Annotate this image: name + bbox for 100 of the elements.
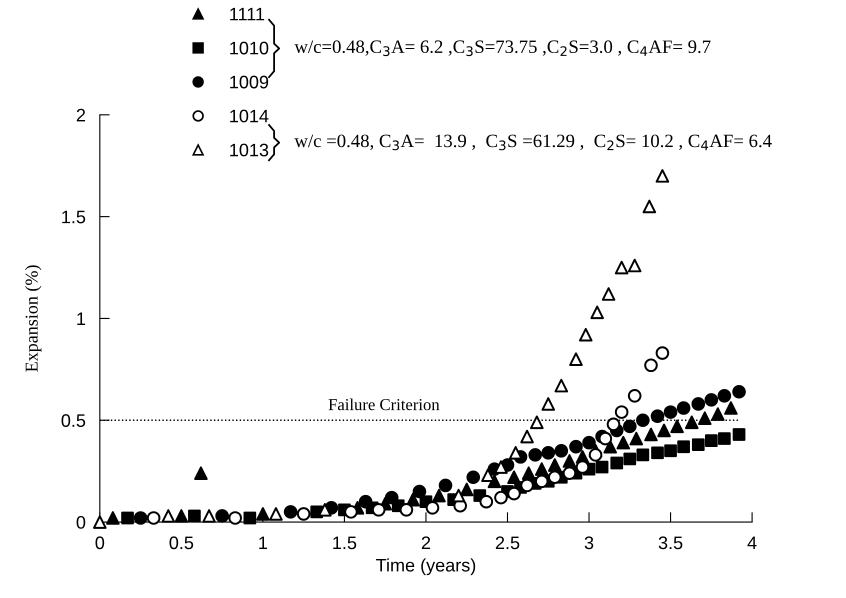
x-tick-label: 0 [96,536,104,550]
point [623,452,636,466]
point [174,509,188,523]
point [616,436,630,450]
point [228,511,242,525]
point [400,503,414,517]
x-tick-label: 2.5 [496,536,520,550]
point [194,466,208,480]
x-axis-title: Time (years) [376,558,476,576]
point [704,434,718,447]
point [606,418,620,432]
legend-label: 1014 [230,110,268,122]
point [344,505,358,519]
ref-line-label: Failure Criterion [328,398,440,410]
point [598,432,612,446]
point [256,507,270,521]
point [657,424,671,438]
point [520,430,534,444]
point [146,511,160,525]
point [582,436,596,450]
point [530,415,544,430]
point [676,401,690,415]
x-tick-label: 4 [747,536,757,550]
point [296,507,310,521]
point [664,405,678,419]
point [358,494,372,508]
point [628,389,642,403]
point [569,352,583,366]
point [644,428,658,442]
point [548,470,562,484]
point [711,407,725,421]
x-tick-label: 3 [584,536,594,550]
point [562,466,576,480]
point [412,484,426,498]
point [692,438,705,452]
x-tick-label: 3.5 [658,536,682,550]
point [636,448,650,462]
point [106,511,120,525]
point [466,470,480,484]
legend-label: 1010 [230,42,268,54]
point [603,440,618,454]
point [588,448,602,462]
y-tick-label: 2 [76,108,86,122]
point [202,509,216,523]
point [384,490,398,504]
point [670,420,684,434]
point [243,512,256,524]
point [569,440,583,454]
point [623,420,637,434]
point [724,401,738,415]
point [630,432,644,446]
point [650,409,664,423]
point [438,478,452,492]
text: w/c=0.48,C$_{3}$A= 6.2 ,C$_{3}$S=73.75 ,C$_{2}$S=3.0 , C$_{4}$AF= 9.7 [294,40,711,56]
point [704,393,718,407]
point [684,415,699,430]
point [614,405,628,419]
point [432,488,446,502]
point [718,432,731,445]
y-tick-label: 1.5 [62,210,86,224]
point [372,503,386,517]
y-tick-label: 1 [77,312,86,325]
point [548,458,562,472]
point [691,397,706,411]
legend-label: 1111 [230,8,264,20]
x-tick-label: 1 [259,536,268,550]
x-tick-label: 2 [422,536,430,550]
y-axis-title: Expansion (%) [25,265,42,372]
point [541,446,556,460]
point [534,462,549,476]
legend-label: 1013 [230,144,268,156]
point [628,258,642,272]
point [284,505,298,519]
point [494,490,508,504]
point [188,510,201,522]
point [677,440,690,454]
x-tick-label: 1.5 [333,536,356,550]
point [636,413,650,428]
point [534,474,549,488]
y-tick-label: 0.5 [62,414,86,427]
point [602,287,616,301]
point [642,200,656,214]
legend-label: 1009 [230,76,268,88]
y-tick-label: 0 [76,516,86,529]
point [554,378,568,392]
point [732,384,746,399]
point [644,358,658,372]
point [460,482,474,496]
point [134,511,148,525]
point [269,507,283,521]
point [614,260,628,274]
point [698,411,712,425]
point [162,509,176,523]
point [562,454,576,468]
point [528,448,542,462]
point [541,397,556,411]
text: w/c =0.48, C$_{3}$A= 13.9 , C$_{3}$S =61.29 , C$_{2}$S= 10.2 , C$_{4}$AF= 6.4 [294,134,772,150]
point [596,460,608,474]
point [664,444,677,458]
point [426,501,440,515]
